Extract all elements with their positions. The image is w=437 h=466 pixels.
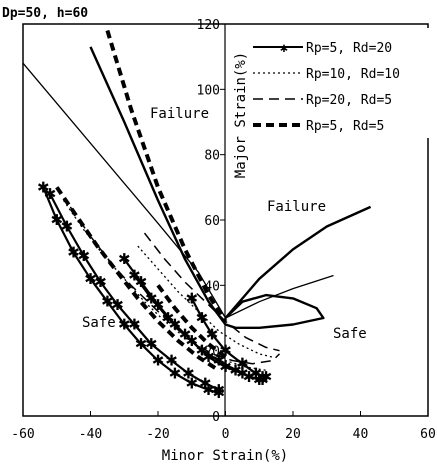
forming-limit-curve (105, 29, 228, 323)
data-point-star-marker: ✱ (243, 368, 256, 386)
legend-entry-rp5-rd20: ✱ Rp=5, Rd=20 (253, 41, 392, 56)
strain-path-line (42, 186, 220, 395)
data-point-star-marker: ✱ (135, 335, 148, 353)
legend: ✱ Rp=5, Rd=20 Rp=10, Rd=10 Rp=20, Rd=5 R… (248, 28, 432, 138)
legend-entry-rp20-rd5: Rp=20, Rd=5 (253, 93, 392, 108)
chart-title: Dp=50, h=60 (2, 6, 88, 21)
failure-annotation-right: Failure (267, 199, 326, 215)
y-tick-label: 100 (197, 83, 220, 98)
data-point-star-marker: ✱ (186, 289, 199, 307)
legend-label: Rp=5, Rd=20 (306, 41, 392, 56)
y-tick-label: 60 (204, 214, 220, 229)
legend-label: Rp=10, Rd=10 (306, 67, 400, 82)
strain-path-line (143, 232, 280, 352)
y-tick-label: 0 (212, 410, 220, 425)
data-point-star-marker: ✱ (256, 368, 269, 386)
legend-entry-rp5-rd5: Rp=5, Rd=5 (253, 119, 384, 134)
data-point-star-marker: ✱ (162, 309, 175, 327)
data-point-star-marker: ✱ (186, 374, 199, 392)
strain-path-line (69, 206, 281, 365)
y-axis-label: Major Strain(%) (233, 52, 249, 178)
data-point-star-marker: ✱ (128, 316, 141, 334)
data-point-star-marker: ✱ (229, 361, 242, 379)
failure-annotation-left: Failure (150, 106, 209, 122)
data-point-star-marker: ✱ (111, 296, 124, 314)
strain-path-line (133, 274, 263, 382)
data-point-star-marker: ✱ (44, 185, 57, 203)
strain-path-line (156, 284, 227, 359)
data-point-star-marker: ✱ (152, 352, 165, 370)
x-tick-label: -40 (79, 427, 102, 442)
x-tick-label: 0 (222, 427, 230, 442)
data-point-star-marker: ✱ (145, 289, 158, 307)
data-point-star-marker: ✱ (135, 273, 148, 291)
data-point-star-marker: ✱ (94, 273, 107, 291)
data-point-star-marker: ✱ (199, 374, 212, 392)
x-tick-label: -20 (146, 427, 169, 442)
data-point-star-marker: ✱ (84, 270, 97, 288)
forming-limit-curve (224, 293, 325, 329)
data-point-star-marker: ✱ (213, 381, 226, 399)
data-point-star-marker: ✱ (236, 355, 249, 373)
strain-path-line (49, 193, 220, 391)
forming-limit-curve (89, 46, 227, 326)
data-point-star-marker: ✱ (165, 352, 178, 370)
legend-marker-star: ✱ (280, 41, 288, 56)
data-point-star-marker: ✱ (182, 365, 195, 383)
legend-label: Rp=20, Rd=5 (306, 93, 392, 108)
y-tick-label: 40 (204, 279, 220, 294)
x-tick-label: 40 (353, 427, 369, 442)
data-point-star-marker: ✱ (61, 218, 74, 236)
data-point-star-marker: ✱ (78, 247, 91, 265)
legend-entry-rp10-rd10: Rp=10, Rd=10 (253, 67, 400, 82)
x-axis-label: Minor Strain(%) (162, 448, 288, 464)
strain-path-line (55, 186, 220, 372)
data-point-star-marker: ✱ (118, 250, 131, 268)
data-point-star-marker: ✱ (169, 365, 182, 383)
x-axis-ticks: -60 -40 -20 0 20 40 60 (11, 411, 436, 442)
x-tick-label: 20 (285, 427, 301, 442)
data-point-star-marker: ✱ (196, 309, 209, 327)
legend-label: Rp=5, Rd=5 (306, 119, 384, 134)
data-point-star-marker: ✱ (145, 335, 158, 353)
data-point-star-marker: ✱ (128, 267, 141, 285)
x-tick-label: 60 (420, 427, 436, 442)
data-point-star-marker: ✱ (118, 316, 131, 334)
forming-limit-curve (22, 62, 227, 319)
data-point-star-marker: ✱ (51, 211, 64, 229)
data-point-star-marker: ✱ (67, 244, 80, 262)
y-tick-label: 20 (204, 345, 220, 360)
x-tick-label: -60 (11, 427, 34, 442)
safe-annotation-right: Safe (333, 326, 367, 342)
strain-path-line (137, 245, 273, 358)
y-tick-label: 80 (204, 149, 220, 164)
data-point-star-marker: ✱ (37, 178, 50, 196)
safe-annotation-left: Safe (82, 315, 116, 331)
data-point-star-marker: ✱ (206, 325, 219, 343)
y-tick-label: 120 (197, 18, 220, 33)
y-axis-ticks: 0 20 40 60 80 100 120 (197, 18, 225, 425)
limit-curves (22, 29, 372, 329)
strain-path-series: ✱✱✱✱✱✱✱✱✱✱ ✱✱✱✱✱✱✱✱✱✱✱✱ ✱✱✱✱✱✱✱✱ ✱✱✱✱✱✱✱✱✱ ✱… (37, 178, 281, 402)
data-point-star-marker: ✱ (260, 368, 273, 386)
forming-limit-curve (224, 205, 372, 319)
